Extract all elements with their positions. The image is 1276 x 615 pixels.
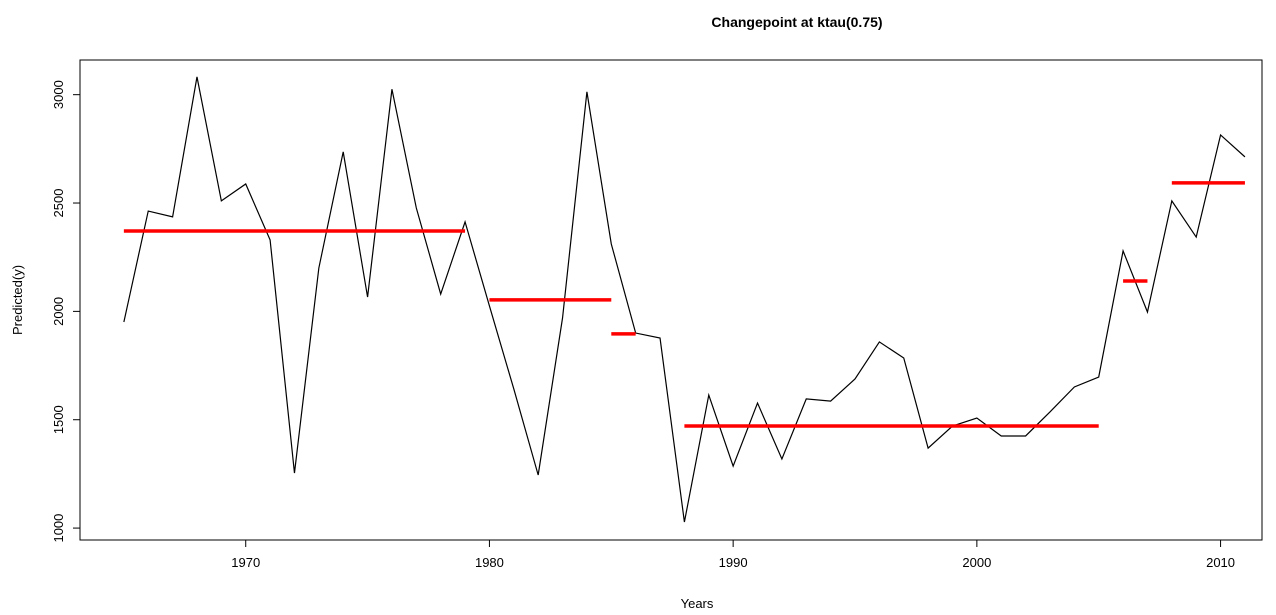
x-tick-label: 2010 bbox=[1206, 555, 1235, 570]
x-tick-label: 1970 bbox=[231, 555, 260, 570]
y-tick-label: 1500 bbox=[51, 405, 66, 434]
x-tick-label: 2000 bbox=[962, 555, 991, 570]
chart-title: Changepoint at ktau(0.75) bbox=[711, 14, 882, 30]
x-axis-label: Years bbox=[681, 596, 714, 611]
x-tick-label: 1990 bbox=[719, 555, 748, 570]
y-tick-label: 2000 bbox=[51, 297, 66, 326]
y-tick-label: 3000 bbox=[51, 80, 66, 109]
y-axis-label: Predicted(y) bbox=[10, 265, 25, 335]
x-tick-label: 1980 bbox=[475, 555, 504, 570]
plot-frame bbox=[79, 59, 1263, 541]
y-tick-label: 2500 bbox=[51, 189, 66, 218]
y-tick-label: 1000 bbox=[51, 514, 66, 543]
data-line bbox=[123, 76, 1246, 523]
